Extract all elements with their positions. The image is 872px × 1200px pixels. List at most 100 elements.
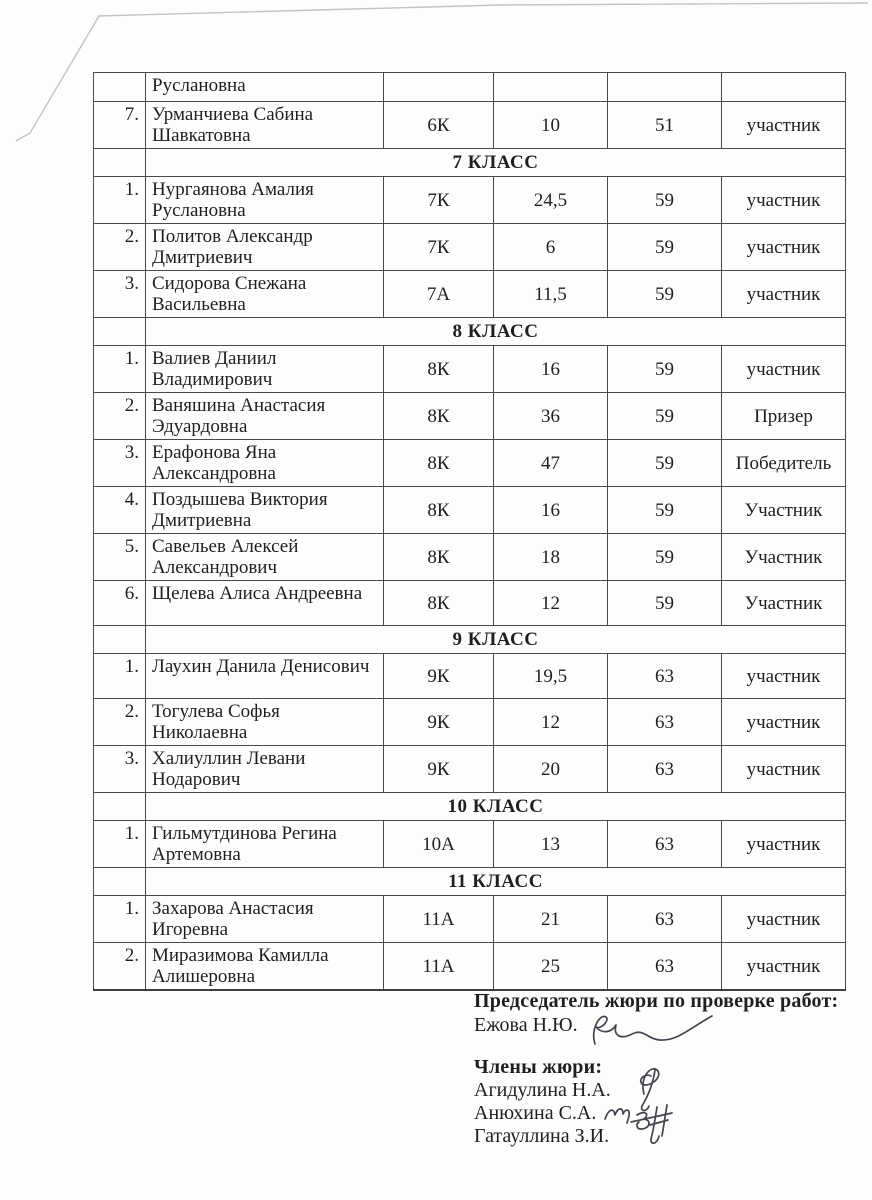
cell-name: Савельев Алексей Александрович xyxy=(145,533,384,581)
cell-score: 21 xyxy=(493,895,608,943)
table-row: 3. Халиуллин Левани Нодарович 9К 20 63 участн… xyxy=(93,745,846,793)
cell-score: 13 xyxy=(493,820,608,868)
jury-member-name: Гатауллина З.И. xyxy=(474,1125,610,1147)
cell-score: 19,5 xyxy=(493,653,608,699)
cell-class: 8К xyxy=(383,486,494,534)
cell-name: Халиуллин Левани Нодарович xyxy=(145,745,384,793)
cell-score: 20 xyxy=(493,745,608,793)
cell-score: 10 xyxy=(493,101,608,149)
olympiad-results-table: Руслановна 7. Урманчиева Сабина Шавкатовна… xyxy=(93,72,846,991)
jury-signature-block: Председатель жюри по проверке работ: Ежо… xyxy=(474,990,866,1148)
cell-max: 59 xyxy=(607,176,722,224)
cell-name: Сидорова Снежана Васильевна xyxy=(145,270,384,318)
table-row: 3. Ерафонова Яна Александровна 8К 47 59 Побед… xyxy=(93,439,846,487)
cell-score: 12 xyxy=(493,698,608,746)
cell-max: 63 xyxy=(607,653,722,699)
cell-name: Поздышева Виктория Дмитриевна xyxy=(145,486,384,534)
cell-class: 8К xyxy=(383,392,494,440)
cell-num: 1. xyxy=(93,345,146,393)
cell-name: Миразимова Камилла Алишеровна xyxy=(145,942,384,991)
cell-name: Тогулева Софья Николаевна xyxy=(145,698,384,746)
cell-max: 59 xyxy=(607,533,722,581)
cell-name: Ерафонова Яна Александровна xyxy=(145,439,384,487)
section-header-row: 8 КЛАСС xyxy=(93,317,846,346)
cell-max: 63 xyxy=(607,820,722,868)
cell-num: 1. xyxy=(93,176,146,224)
cell-name: Гильмутдинова Регина Артемовна xyxy=(145,820,384,868)
table-row: 6. Щелева Алиса Андреевна 8К 12 59 Участник xyxy=(93,580,846,626)
cell-num: 5. xyxy=(93,533,146,581)
table-row: 2. Миразимова Камилла Алишеровна 11А 25 63 уч… xyxy=(93,942,846,991)
cell-class: 8К xyxy=(383,580,494,626)
cell-max: 59 xyxy=(607,486,722,534)
cell-score: 6 xyxy=(493,223,608,271)
cell-status: участник xyxy=(721,345,846,393)
cell-num-empty xyxy=(93,625,146,654)
cell-max: 59 xyxy=(607,223,722,271)
cell-name: Урманчиева Сабина Шавкатовна xyxy=(145,101,384,149)
table-row: 2. Ваняшина Анастасия Эдуардовна 8К 36 59 При… xyxy=(93,392,846,440)
results-table-body: Руслановна 7. Урманчиева Сабина Шавкатовна… xyxy=(93,72,846,991)
cell-num: 3. xyxy=(93,439,146,487)
table-row: 1. Нургаянова Амалия Руслановна 7К 24,5 59 уч… xyxy=(93,176,846,224)
cell-max: 63 xyxy=(607,895,722,943)
section-header-label: 9 КЛАСС xyxy=(145,625,846,654)
cell-score: 11,5 xyxy=(493,270,608,318)
section-header-row: 7 КЛАСС xyxy=(93,148,846,177)
cell-max: 63 xyxy=(607,942,722,991)
cell-name: Нургаянова Амалия Руслановна xyxy=(145,176,384,224)
table-row: 4. Поздышева Виктория Дмитриевна 8К 16 59 Уча… xyxy=(93,486,846,534)
cell-num xyxy=(93,72,146,102)
cell-name: Валиев Даниил Владимирович xyxy=(145,345,384,393)
table-row: Руслановна xyxy=(93,72,846,102)
cell-score: 12 xyxy=(493,580,608,626)
cell-name: Лаухин Данила Денисович xyxy=(145,653,384,699)
cell-status: участник xyxy=(721,270,846,318)
cell-class: 8К xyxy=(383,533,494,581)
cell-max xyxy=(607,72,722,102)
table-row: 1. Захарова Анастасия Игоревна 11А 21 63 учас… xyxy=(93,895,846,943)
cell-num: 2. xyxy=(93,698,146,746)
section-header-row: 9 КЛАСС xyxy=(93,625,846,654)
section-header-label: 7 КЛАСС xyxy=(145,148,846,177)
cell-score xyxy=(493,72,608,102)
cell-name: Руслановна xyxy=(145,72,384,102)
table-row: 2. Политов Александр Дмитриевич 7К 6 59 участ… xyxy=(93,223,846,271)
table-row: 5. Савельев Алексей Александрович 8К 18 59 Уч… xyxy=(93,533,846,581)
table-row: 3. Сидорова Снежана Васильевна 7А 11,5 59 уча… xyxy=(93,270,846,318)
cell-class: 7К xyxy=(383,176,494,224)
cell-score: 24,5 xyxy=(493,176,608,224)
section-header-label: 10 КЛАСС xyxy=(145,792,846,821)
cell-class: 6К xyxy=(383,101,494,149)
cell-num: 1. xyxy=(93,820,146,868)
cell-name: Щелева Алиса Андреевна xyxy=(145,580,384,626)
cell-score: 36 xyxy=(493,392,608,440)
cell-max: 59 xyxy=(607,580,722,626)
members-label: Члены жюри: xyxy=(474,1056,603,1078)
cell-status: участник xyxy=(721,895,846,943)
table-row: 7. Урманчиева Сабина Шавкатовна 6К 10 51 учас… xyxy=(93,101,846,149)
cell-num-empty xyxy=(93,148,146,177)
cell-class: 7К xyxy=(383,223,494,271)
cell-status: участник xyxy=(721,698,846,746)
jury-member-name: Анюхина С.А. xyxy=(474,1102,597,1124)
cell-num-empty xyxy=(93,867,146,896)
cell-class: 11А xyxy=(383,895,494,943)
cell-status: участник xyxy=(721,745,846,793)
cell-status: участник xyxy=(721,653,846,699)
cell-name: Захарова Анастасия Игоревна xyxy=(145,895,384,943)
cell-class: 9К xyxy=(383,653,494,699)
cell-class: 9К xyxy=(383,745,494,793)
cell-status: Участник xyxy=(721,486,846,534)
cell-class: 9К xyxy=(383,698,494,746)
cell-status: участник xyxy=(721,176,846,224)
section-header-label: 8 КЛАСС xyxy=(145,317,846,346)
cell-max: 51 xyxy=(607,101,722,149)
table-row: 1. Лаухин Данила Денисович 9К 19,5 63 участни… xyxy=(93,653,846,699)
cell-status: участник xyxy=(721,101,846,149)
cell-num: 7. xyxy=(93,101,146,149)
jury-member-name: Агидулина Н.А. xyxy=(474,1079,611,1101)
cell-score: 18 xyxy=(493,533,608,581)
cell-status: участник xyxy=(721,820,846,868)
